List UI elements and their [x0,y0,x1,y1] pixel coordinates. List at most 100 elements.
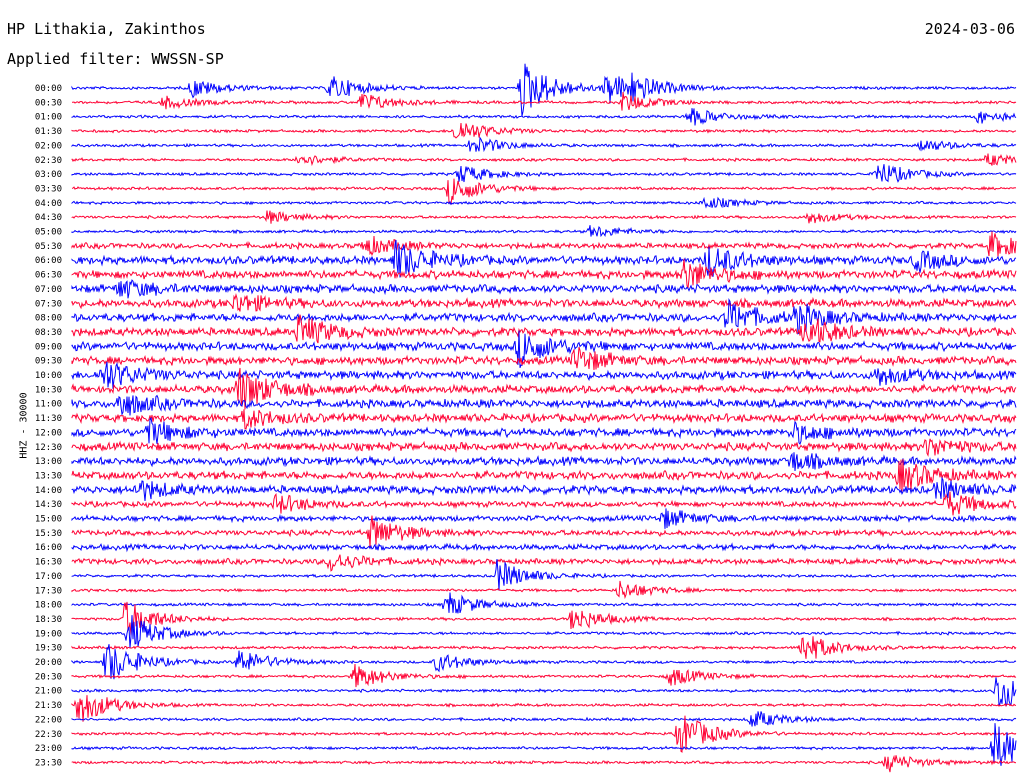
row-time-label: 16:30 [35,558,62,568]
trace-13:30 [71,459,1017,492]
trace-09:30 [71,346,1017,370]
trace-15:30 [71,515,1017,548]
row-time-label: 03:00 [35,170,62,180]
trace-18:00 [71,592,1017,614]
row-time-label: 15:00 [35,515,62,525]
trace-02:00 [71,136,1017,153]
trace-19:30 [71,636,1017,659]
row-time-label: 05:30 [35,242,62,252]
row-time-label: 12:00 [35,428,62,438]
row-time-label: 13:30 [35,471,62,481]
trace-14:30 [71,491,1017,516]
row-time-label: 21:00 [35,687,62,697]
row-time-label: 08:00 [35,314,62,324]
row-time-label: 08:30 [35,328,62,338]
trace-22:30 [71,715,1017,753]
row-time-label: 07:30 [35,299,62,309]
trace-03:30 [71,178,1017,206]
row-time-label: 15:30 [35,529,62,539]
trace-12:30 [71,438,1017,458]
trace-20:00 [71,644,1017,680]
trace-10:00 [71,361,1017,389]
row-time-label: 10:30 [35,385,62,395]
row-time-label: 02:30 [35,156,62,166]
row-time-label: 10:00 [35,371,62,381]
row-time-label: 06:30 [35,271,62,281]
row-time-label: 19:00 [35,629,62,639]
trace-08:30 [71,314,1017,344]
trace-02:30 [71,153,1017,167]
trace-21:30 [71,695,1017,722]
row-time-label: 22:00 [35,715,62,725]
row-time-label: 03:30 [35,184,62,194]
row-time-label: 23:30 [35,758,62,768]
row-time-label: 11:00 [35,400,62,410]
row-time-label: 20:30 [35,672,62,682]
trace-23:00 [71,723,1017,766]
row-time-label: 01:00 [35,113,62,123]
row-time-label: 17:30 [35,586,62,596]
row-time-label: 00:00 [35,84,62,94]
trace-17:00 [71,558,1017,591]
trace-07:30 [71,292,1017,312]
row-time-label: 04:00 [35,199,62,209]
trace-20:30 [71,663,1017,688]
trace-22:00 [71,711,1017,727]
row-time-label: 21:30 [35,701,62,711]
row-time-label: 14:30 [35,500,62,510]
row-time-label: 12:30 [35,443,62,453]
station-title: HP Lithakia, Zakinthos [7,20,206,38]
row-time-label: 18:30 [35,615,62,625]
row-time-label: 23:00 [35,744,62,754]
filter-label: Applied filter: WWSSN-SP [7,50,224,68]
trace-11:00 [71,394,1017,416]
row-time-label: 02:00 [35,141,62,151]
trace-15:00 [71,508,1017,529]
trace-11:30 [71,409,1017,430]
row-time-label: 19:30 [35,644,62,654]
trace-00:30 [71,92,1017,111]
trace-13:00 [71,452,1017,472]
row-time-label: 14:00 [35,486,62,496]
trace-05:00 [71,225,1017,238]
row-time-label: 16:00 [35,543,62,553]
row-time-label: 06:00 [35,256,62,266]
trace-17:30 [71,580,1017,600]
trace-04:00 [71,196,1017,209]
trace-12:00 [71,417,1017,445]
row-time-label: 09:30 [35,357,62,367]
row-time-label: 07:00 [35,285,62,295]
row-time-label: 13:00 [35,457,62,467]
row-time-label: 04:30 [35,213,62,223]
row-time-label: 20:00 [35,658,62,668]
row-time-label: 22:30 [35,730,62,740]
date-label: 2024-03-06 [924,20,1015,38]
trace-21:00 [71,677,1017,707]
trace-06:30 [71,258,1017,289]
trace-00:00 [71,63,1017,117]
trace-19:00 [71,615,1017,649]
trace-23:30 [71,754,1017,773]
trace-07:00 [71,279,1017,299]
row-time-label: 09:00 [35,342,62,352]
trace-16:00 [71,542,1017,553]
row-time-label: 05:00 [35,228,62,238]
row-time-label: 17:00 [35,572,62,582]
row-time-label: 01:30 [35,127,62,137]
trace-04:30 [71,210,1017,224]
trace-09:00 [71,330,1017,368]
trace-08:00 [71,297,1017,335]
trace-18:30 [71,601,1017,636]
row-time-label: 11:30 [35,414,62,424]
trace-01:00 [71,108,1017,126]
trace-01:30 [71,123,1017,139]
row-time-label: 00:30 [35,98,62,108]
trace-05:30 [71,231,1017,257]
trace-10:30 [71,367,1017,410]
trace-14:00 [71,476,1017,501]
row-time-label: 18:00 [35,601,62,611]
trace-06:00 [71,239,1017,278]
trace-16:30 [71,554,1017,572]
trace-03:00 [71,164,1017,183]
